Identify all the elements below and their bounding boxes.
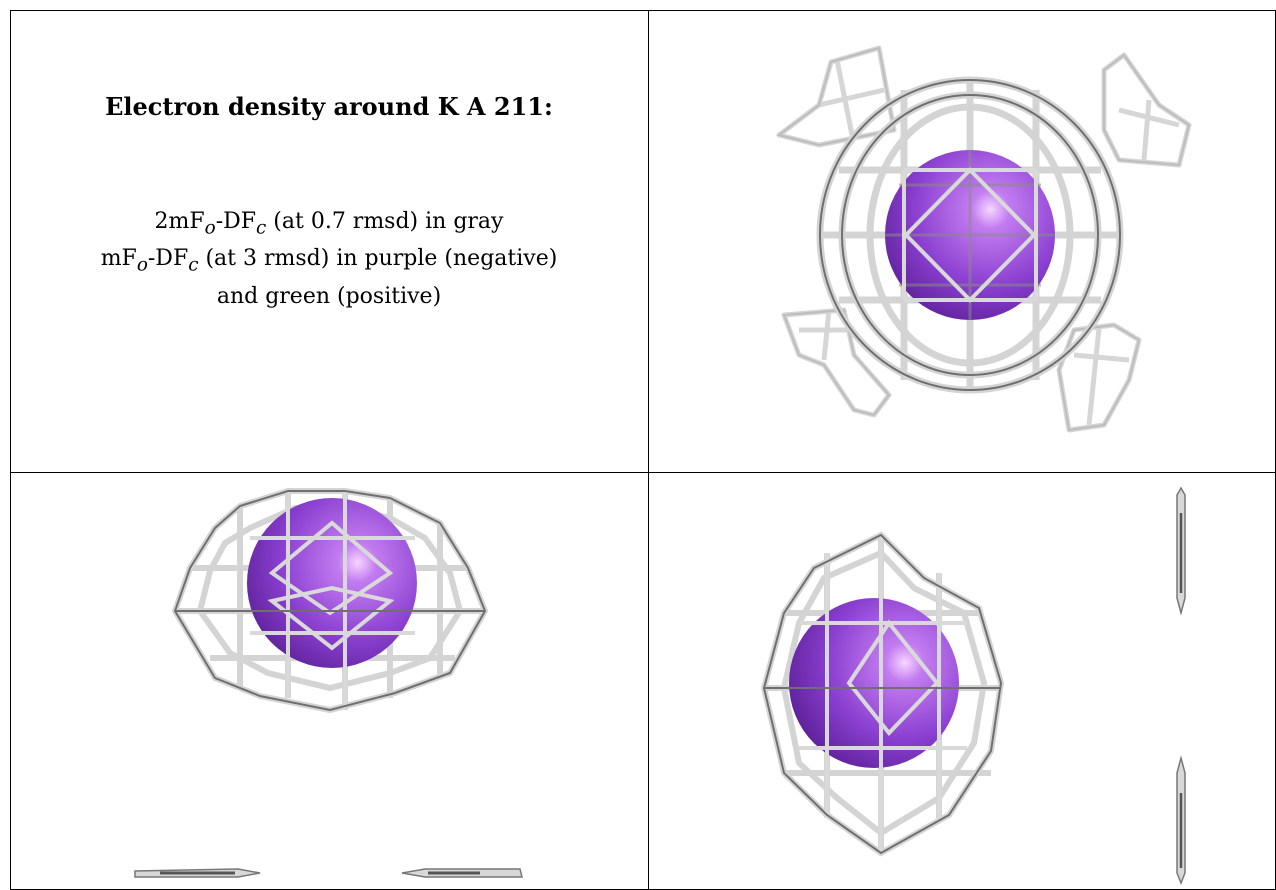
- legend-text: 2mFo-DFc (at 0.7 rmsd) in gray mFo-DFc (…: [10, 206, 648, 312]
- density-view-1: [649, 10, 1276, 472]
- mesh-arm-top-left: [776, 45, 897, 148]
- legend-line-1: 2mFo-DFc (at 0.7 rmsd) in gray: [154, 209, 504, 239]
- mesh-arm-top-right: [1101, 52, 1192, 168]
- figure-title: Electron density around K A 211:: [105, 92, 553, 121]
- legend-line-3: and green (positive): [216, 283, 442, 309]
- figure-grid: Electron density around K A 211: 2mFo-DF…: [10, 10, 1276, 890]
- mesh-fragment-bottom-left: [134, 868, 261, 878]
- mesh-fragment-top-right: [1176, 486, 1186, 616]
- potassium-sphere-view-3: [789, 598, 959, 768]
- caption-cell: Electron density around K A 211: 2mFo-DF…: [10, 10, 648, 472]
- view-3-svg: [760, 486, 1186, 886]
- horizontal-divider: [10, 472, 1276, 473]
- density-view-3: [649, 473, 1276, 890]
- mesh-fragment-bottom-right: [1176, 755, 1186, 886]
- legend-line-2: mFo-DFc (at 3 rmsd) in purple (negative): [100, 246, 558, 276]
- view-1-svg: [776, 45, 1192, 433]
- mesh-fragment-bottom-right: [401, 868, 523, 878]
- view-2-svg: [134, 488, 523, 878]
- density-view-2: [10, 473, 648, 890]
- vertical-divider: [648, 10, 649, 890]
